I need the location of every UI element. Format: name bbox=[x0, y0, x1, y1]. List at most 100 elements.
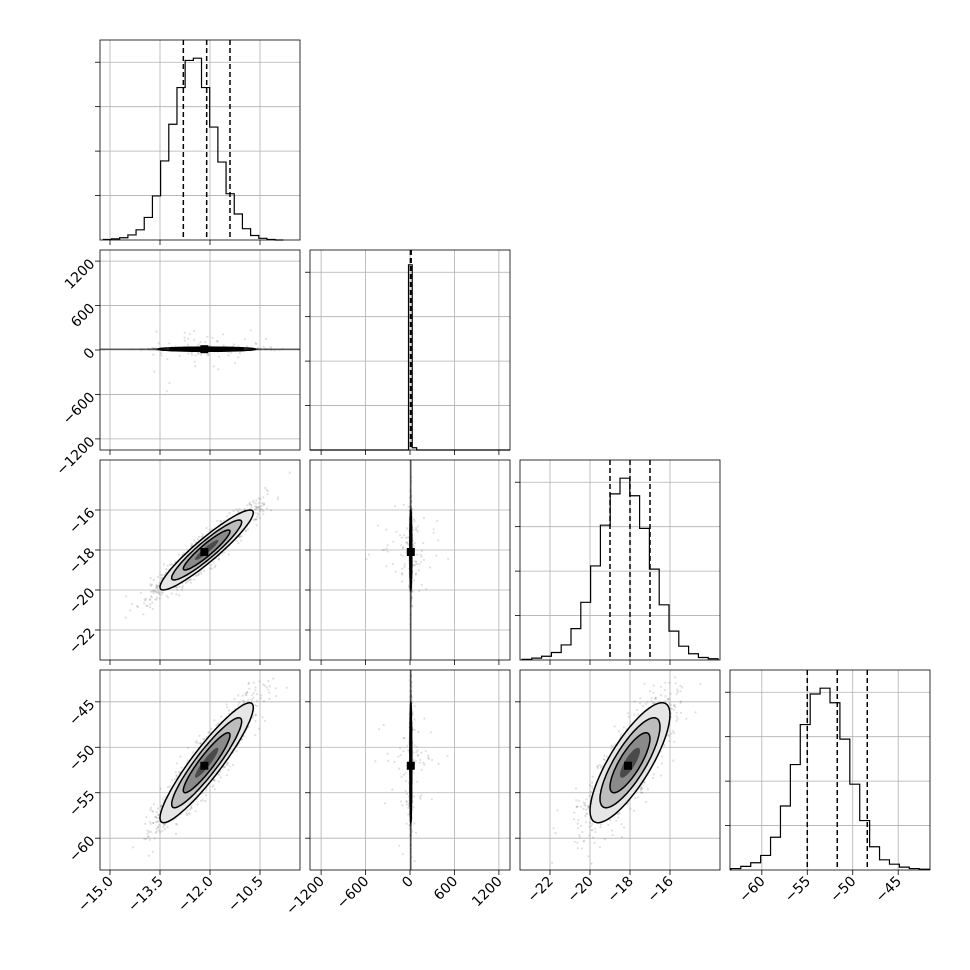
scatter-point bbox=[435, 554, 438, 557]
scatter-point bbox=[166, 826, 169, 829]
scatter-point bbox=[149, 583, 152, 586]
scatter-point bbox=[178, 594, 181, 597]
scatter-point bbox=[367, 553, 370, 556]
histogram-step-2 bbox=[521, 477, 719, 660]
scatter-point bbox=[238, 701, 241, 704]
scatter-point bbox=[160, 593, 163, 596]
scatter-point bbox=[152, 589, 155, 592]
scatter-point bbox=[151, 601, 154, 604]
scatter-point bbox=[153, 370, 156, 373]
scatter-point bbox=[144, 599, 147, 602]
scatter-point bbox=[269, 666, 271, 668]
scatter-point bbox=[276, 498, 279, 501]
scatter-point bbox=[206, 335, 209, 338]
scatter-point bbox=[260, 694, 263, 697]
scatter-point bbox=[212, 365, 215, 368]
scatter-point bbox=[420, 583, 423, 587]
scatter-point bbox=[210, 563, 213, 567]
scatter-point bbox=[417, 525, 420, 528]
scatter-point bbox=[185, 581, 188, 585]
scatter-point bbox=[222, 344, 225, 347]
scatter-point bbox=[420, 555, 423, 558]
scatter-point bbox=[238, 507, 241, 510]
scatter-point bbox=[193, 330, 196, 333]
scatter-point bbox=[277, 496, 280, 499]
scatter-point bbox=[149, 808, 152, 812]
panel-frame bbox=[99, 459, 301, 661]
scatter-point bbox=[194, 365, 197, 368]
scatter-point bbox=[174, 771, 177, 774]
scatter-point bbox=[190, 807, 193, 810]
scatter-point bbox=[252, 714, 255, 717]
scatter-point bbox=[155, 598, 158, 601]
scatter-point bbox=[150, 596, 153, 599]
y-tick-label: 0 bbox=[81, 345, 99, 363]
scatter-point bbox=[233, 362, 236, 365]
scatter-point bbox=[252, 681, 255, 684]
scatter-point bbox=[256, 512, 259, 515]
scatter-point bbox=[241, 694, 244, 697]
scatter-point bbox=[405, 541, 408, 544]
scatter-point bbox=[413, 563, 416, 566]
scatter-point bbox=[211, 336, 214, 339]
scatter-point bbox=[181, 586, 184, 589]
scatter-point bbox=[149, 576, 152, 580]
scatter-point bbox=[425, 588, 428, 591]
scatter-point bbox=[416, 553, 419, 556]
scatter-point bbox=[142, 613, 145, 616]
scatter-point bbox=[262, 346, 265, 349]
scatter-point bbox=[168, 382, 171, 385]
scatter-point bbox=[177, 553, 180, 556]
scatter-point bbox=[255, 499, 258, 502]
scatter-point bbox=[155, 585, 158, 588]
scatter-point bbox=[219, 520, 222, 523]
scatter-point bbox=[376, 524, 379, 527]
scatter-point bbox=[156, 587, 160, 591]
scatter-point bbox=[395, 530, 398, 533]
grid-lines bbox=[100, 250, 300, 450]
scatter-point bbox=[158, 597, 161, 600]
scatter-point bbox=[227, 553, 230, 556]
scatter-point bbox=[194, 354, 197, 357]
scatter-point bbox=[213, 566, 216, 569]
scatter-point bbox=[157, 584, 160, 587]
scatter-point bbox=[249, 329, 252, 332]
x-tick-label: −45 bbox=[873, 874, 905, 906]
scatter-point bbox=[262, 510, 265, 513]
scatter-point bbox=[181, 585, 185, 588]
scatter-point bbox=[215, 340, 218, 343]
scatter-point bbox=[262, 503, 265, 506]
scatter-point bbox=[407, 543, 410, 546]
scatter-point bbox=[261, 501, 264, 505]
grid-lines bbox=[520, 460, 720, 660]
scatter-point bbox=[167, 596, 170, 599]
scatter-point bbox=[186, 343, 189, 346]
scatter-point bbox=[252, 499, 255, 502]
scatter-point bbox=[214, 564, 217, 567]
scatter-point bbox=[154, 831, 157, 834]
scatter-point bbox=[125, 595, 128, 598]
scatter-point bbox=[195, 574, 198, 577]
scatter-point bbox=[194, 574, 197, 577]
scatter-point bbox=[160, 354, 163, 357]
scatter-point bbox=[262, 503, 265, 506]
scatter-point bbox=[147, 854, 150, 857]
scatter-point bbox=[152, 353, 155, 356]
scatter-point bbox=[193, 539, 196, 542]
scatter-point bbox=[399, 534, 402, 537]
scatter-point bbox=[246, 345, 249, 348]
scatter-point bbox=[238, 535, 241, 538]
scatter-point bbox=[152, 592, 155, 595]
scatter-point bbox=[417, 569, 420, 572]
scatter-point bbox=[407, 505, 410, 508]
scatter-point bbox=[418, 589, 421, 592]
scatter-point bbox=[414, 527, 418, 530]
y-tick-label: −600 bbox=[60, 389, 99, 428]
scatter-point bbox=[268, 685, 271, 688]
scatter-point bbox=[393, 505, 397, 508]
contour-line bbox=[182, 529, 231, 571]
scatter-point bbox=[406, 541, 409, 544]
scatter-point bbox=[199, 341, 202, 344]
scatter-point bbox=[240, 535, 243, 538]
